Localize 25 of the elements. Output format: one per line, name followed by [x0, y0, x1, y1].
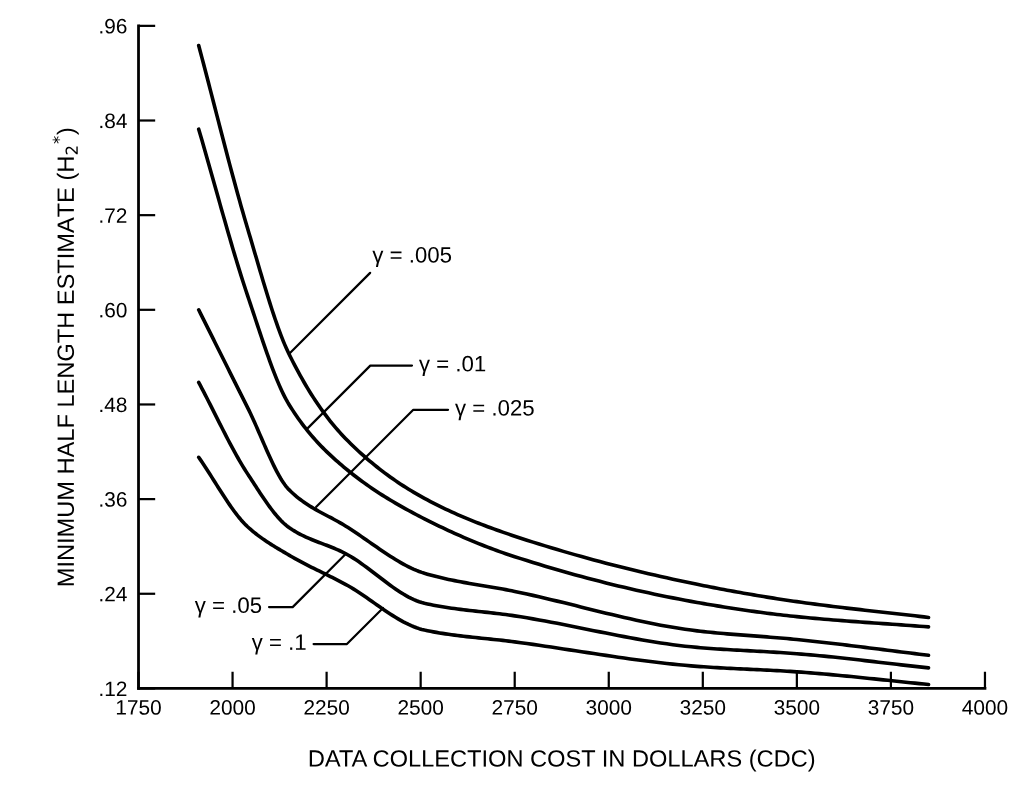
x-tick-label: 2750	[492, 700, 538, 715]
x-tick-label: 2000	[210, 700, 255, 715]
x-tick-label: 3750	[868, 700, 914, 715]
x-axis-title: DATA COLLECTION COST IN DOLLARS (CDC)	[309, 749, 815, 772]
annotation: γ = .005	[372, 246, 452, 268]
x-tick-label: 3000	[586, 700, 632, 715]
y-axis-title: MINIMUM HALF LENGTH ESTIMATE (H$_{2}$$^{*}$)	[52, 128, 79, 586]
y-tick-label: .96	[100, 18, 127, 34]
annotation: γ = .1	[251, 634, 306, 655]
x-tick-label: 4000	[962, 700, 1008, 715]
y-tick-label: .24	[100, 586, 127, 602]
y-tick-label: .48	[100, 397, 127, 413]
y-tick-label: .36	[100, 492, 127, 507]
annotation: γ = .01	[418, 355, 486, 376]
x-tick-label: 2500	[398, 700, 444, 715]
x-tick-label: 3500	[774, 700, 820, 715]
y-tick-label: .72	[100, 208, 127, 223]
x-tick-label: 1750	[116, 700, 161, 715]
y-tick-label: .12	[100, 681, 127, 696]
annotation: γ = .025	[455, 400, 534, 421]
y-tick-label: .84	[100, 113, 127, 129]
x-tick-label: 3250	[680, 700, 726, 715]
x-tick-label: 2250	[304, 700, 349, 715]
annotation: γ = .05	[194, 597, 262, 618]
y-tick-label: .60	[100, 302, 127, 318]
